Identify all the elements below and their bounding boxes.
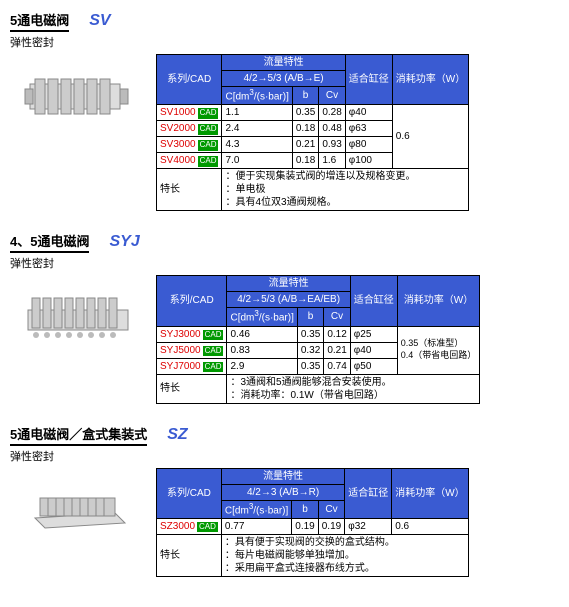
series-link[interactable]: SYJ3000	[160, 329, 201, 340]
th-flow2: 4/2→5/3 (A/B→E)	[222, 71, 345, 87]
table-row: SYJ3000CAD0.460.350.12φ250.35（标准型） 0.4（带…	[157, 326, 480, 342]
title-row: 4、5通电磁阀 SYJ	[10, 231, 569, 253]
series-link[interactable]: SV1000	[160, 107, 196, 118]
cad-icon[interactable]: CAD	[203, 346, 224, 356]
th-series: 系列/CAD	[157, 468, 222, 518]
series-link[interactable]: SV4000	[160, 155, 196, 166]
th-pw: 消耗功率（W）	[397, 276, 480, 326]
cad-icon[interactable]: CAD	[197, 522, 218, 532]
series-link[interactable]: SYJ7000	[160, 361, 201, 372]
cad-icon[interactable]: CAD	[198, 108, 219, 118]
cad-icon[interactable]: CAD	[203, 330, 224, 340]
feature-text: ：3通阀和5通阀能够混合安装使用。 ：消耗功率：0.1W（带省电回路）	[227, 374, 480, 403]
title-row: 5通电磁阀／盒式集装式 SZ	[10, 424, 569, 446]
section-code: SYJ	[109, 233, 139, 251]
subtitle: 弹性密封	[10, 34, 569, 50]
th-series: 系列/CAD	[157, 276, 227, 326]
section-code: SZ	[167, 426, 187, 444]
th-b: b	[292, 500, 318, 518]
power-cell: 0.35（标准型） 0.4（带省电回路）	[397, 326, 480, 374]
th-cv: Cv	[324, 308, 350, 326]
series-link[interactable]: SV2000	[160, 123, 196, 134]
th-pw: 消耗功率（W）	[392, 55, 468, 105]
cad-icon[interactable]: CAD	[203, 362, 224, 372]
cad-icon[interactable]: CAD	[198, 156, 219, 166]
power-cell: 0.6	[392, 105, 468, 169]
series-link[interactable]: SV3000	[160, 139, 196, 150]
subtitle: 弹性密封	[10, 448, 569, 464]
cad-icon[interactable]: CAD	[198, 140, 219, 150]
title-row: 5通电磁阀 SV	[10, 10, 569, 32]
product-image	[10, 54, 150, 134]
th-flow2: 4/2→3 (A/B→R)	[221, 484, 344, 500]
th-pw: 消耗功率（W）	[392, 468, 468, 518]
th-series: 系列/CAD	[157, 55, 222, 105]
th-cv: Cv	[318, 500, 344, 518]
power-cell: 0.6	[392, 518, 468, 534]
table-row: SV1000CAD1.10.350.28φ400.6	[157, 105, 469, 121]
section-sv: 5通电磁阀 SV 弹性密封 系列/CAD流量特性适合缸径消耗功率（W） 4/2→…	[10, 10, 569, 211]
section-sz: 5通电磁阀／盒式集装式 SZ 弹性密封 系列/CAD流量特性适合缸径消耗功率（W…	[10, 424, 569, 577]
th-dia: 适合缸径	[345, 55, 392, 105]
th-b: b	[297, 308, 323, 326]
th-b: b	[292, 87, 318, 105]
th-flow2: 4/2→5/3 (A/B→EA/EB)	[227, 292, 350, 308]
th-cv: Cv	[319, 87, 345, 105]
feature-label: 特长	[157, 374, 227, 403]
th-dia: 适合缸径	[350, 276, 397, 326]
section-syj: 4、5通电磁阀 SYJ 弹性密封 系列/CAD流量特性适合缸径消耗功率（W） 4…	[10, 231, 569, 403]
th-flow: 流量特性	[227, 276, 350, 292]
series-link[interactable]: SYJ5000	[160, 345, 201, 356]
spec-table: 系列/CAD流量特性适合缸径消耗功率（W） 4/2→3 (A/B→R) C[dm…	[156, 468, 469, 577]
section-title: 4、5通电磁阀	[10, 231, 89, 253]
th-flow: 流量特性	[221, 468, 344, 484]
feature-text: ：具有便于实现阀的交换的盒式结构。 ：每片电磁阀能够单独增加。 ：采用扁平盒式连…	[221, 534, 468, 576]
th-flow: 流量特性	[222, 55, 345, 71]
feature-label: 特长	[157, 534, 222, 576]
section-title: 5通电磁阀／盒式集装式	[10, 424, 147, 446]
feature-text: ：便于实现集装式阀的增连以及规格变更。 ：单电极 ：具有4位双3通阀规格。	[222, 169, 469, 211]
section-code: SV	[89, 12, 110, 30]
spec-table: 系列/CAD流量特性适合缸径消耗功率（W） 4/2→5/3 (A/B→EA/EB…	[156, 275, 480, 403]
product-image	[10, 275, 150, 355]
product-image	[10, 468, 150, 548]
cad-icon[interactable]: CAD	[198, 124, 219, 134]
spec-table: 系列/CAD流量特性适合缸径消耗功率（W） 4/2→5/3 (A/B→E) C[…	[156, 54, 469, 211]
th-cfm: C[dm3/(s·bar)]	[222, 87, 292, 105]
section-title: 5通电磁阀	[10, 10, 69, 32]
table-row: SZ3000CAD0.770.190.19φ320.6	[157, 518, 469, 534]
series-link[interactable]: SZ3000	[160, 521, 195, 532]
subtitle: 弹性密封	[10, 255, 569, 271]
th-dia: 适合缸径	[345, 468, 392, 518]
feature-label: 特长	[157, 169, 222, 211]
th-cfm: C[dm3/(s·bar)]	[221, 500, 291, 518]
th-cfm: C[dm3/(s·bar)]	[227, 308, 297, 326]
